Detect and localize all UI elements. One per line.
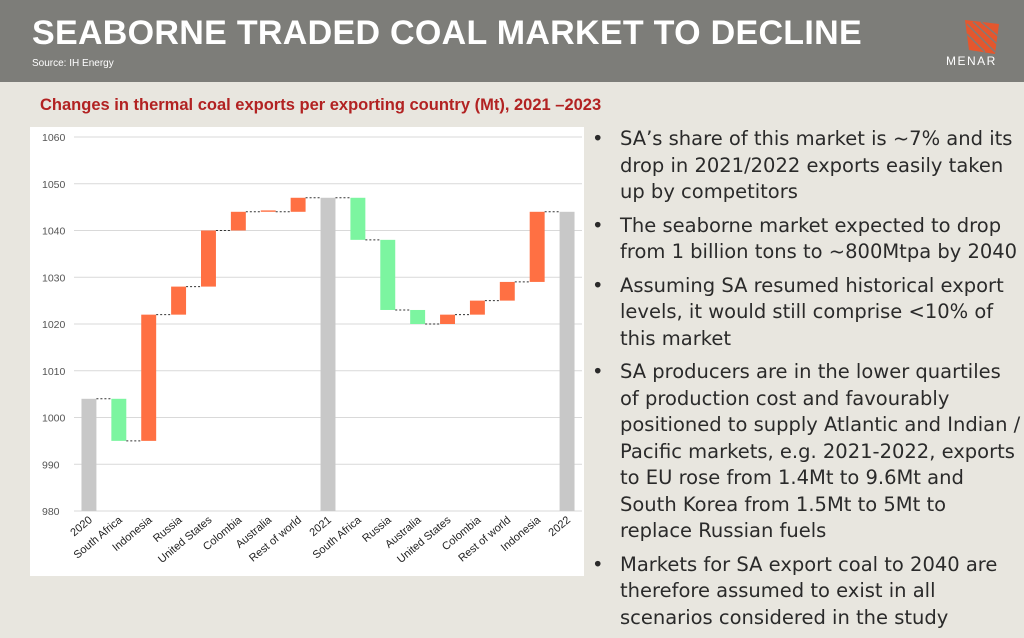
logo-text: MENAR xyxy=(946,54,997,68)
y-tick-label: 990 xyxy=(42,459,60,471)
bar-increase xyxy=(201,230,216,287)
bar-increase xyxy=(141,314,157,441)
x-tick-label: Rest of world xyxy=(247,514,304,564)
bar-increase xyxy=(230,211,246,231)
y-tick-label: 1010 xyxy=(42,366,66,378)
bar-increase xyxy=(290,197,306,212)
bullet-item: • Markets for SA export coal to 2040 are … xyxy=(592,552,1022,632)
page-title: SEABORNE TRADED COAL MARKET TO DECLINE xyxy=(32,14,862,52)
bullet-icon: • xyxy=(592,127,604,150)
y-tick-label: 1020 xyxy=(42,319,66,331)
bullet-text: Assuming SA resumed historical export le… xyxy=(620,273,1004,350)
bar-total xyxy=(320,197,336,511)
bullet-icon: • xyxy=(592,273,604,297)
bullet-icon: • xyxy=(592,552,604,576)
bar-decrease xyxy=(410,309,426,324)
bullet-text: Markets for SA export coal to 2040 are t… xyxy=(620,552,998,629)
chart-title: Changes in thermal coal exports per expo… xyxy=(40,96,602,114)
bullet-icon: • xyxy=(592,360,604,383)
y-tick-label: 1030 xyxy=(42,272,66,284)
bullet-item: • Assuming SA resumed historical export l… xyxy=(592,273,1022,353)
bar-increase xyxy=(260,210,276,212)
bar-decrease xyxy=(111,398,127,441)
bar-increase xyxy=(440,314,455,324)
bar-increase xyxy=(469,300,485,315)
x-tick-label: 2022 xyxy=(547,514,573,539)
bullet-text: The seaborne market expected to drop fro… xyxy=(620,213,1018,264)
menar-logo-icon xyxy=(965,20,999,54)
bar-decrease xyxy=(350,197,366,240)
bar-increase xyxy=(529,211,545,282)
header-bar: SEABORNE TRADED COAL MARKET TO DECLINE S… xyxy=(0,0,1024,82)
bullet-item: • SA producers are in the lower quartiles… xyxy=(592,359,1022,545)
source-note: Source: IH Energy xyxy=(32,58,114,69)
y-tick-label: 1000 xyxy=(42,413,66,425)
y-tick-label: 1060 xyxy=(42,132,66,144)
bar-increase xyxy=(499,281,515,301)
bullet-text: SA’s share of this market is ~7% and its… xyxy=(620,127,1013,203)
bar-total xyxy=(81,398,97,511)
bullet-item: • The seaborne market expected to drop fr… xyxy=(592,213,1022,266)
bullet-text: SA producers are in the lower quartiles … xyxy=(620,360,1021,542)
waterfall-chart: 980 990 1000 1010 1020 1030 1040 1050 1060 2020 So… xyxy=(30,127,584,576)
bar-increase xyxy=(171,286,187,315)
bullet-item: • SA’s share of this market is ~7% and it… xyxy=(592,126,1022,206)
bar-total xyxy=(559,211,575,512)
y-tick-label: 1050 xyxy=(42,179,66,191)
bullet-list: • SA’s share of this market is ~7% and it… xyxy=(592,126,1022,638)
bullet-icon: • xyxy=(592,213,604,237)
chart-svg: 98099010001010102010301040105010602020So… xyxy=(42,132,582,566)
bar-decrease xyxy=(380,239,396,310)
y-tick-label: 980 xyxy=(42,506,60,518)
y-tick-label: 1040 xyxy=(42,226,66,238)
